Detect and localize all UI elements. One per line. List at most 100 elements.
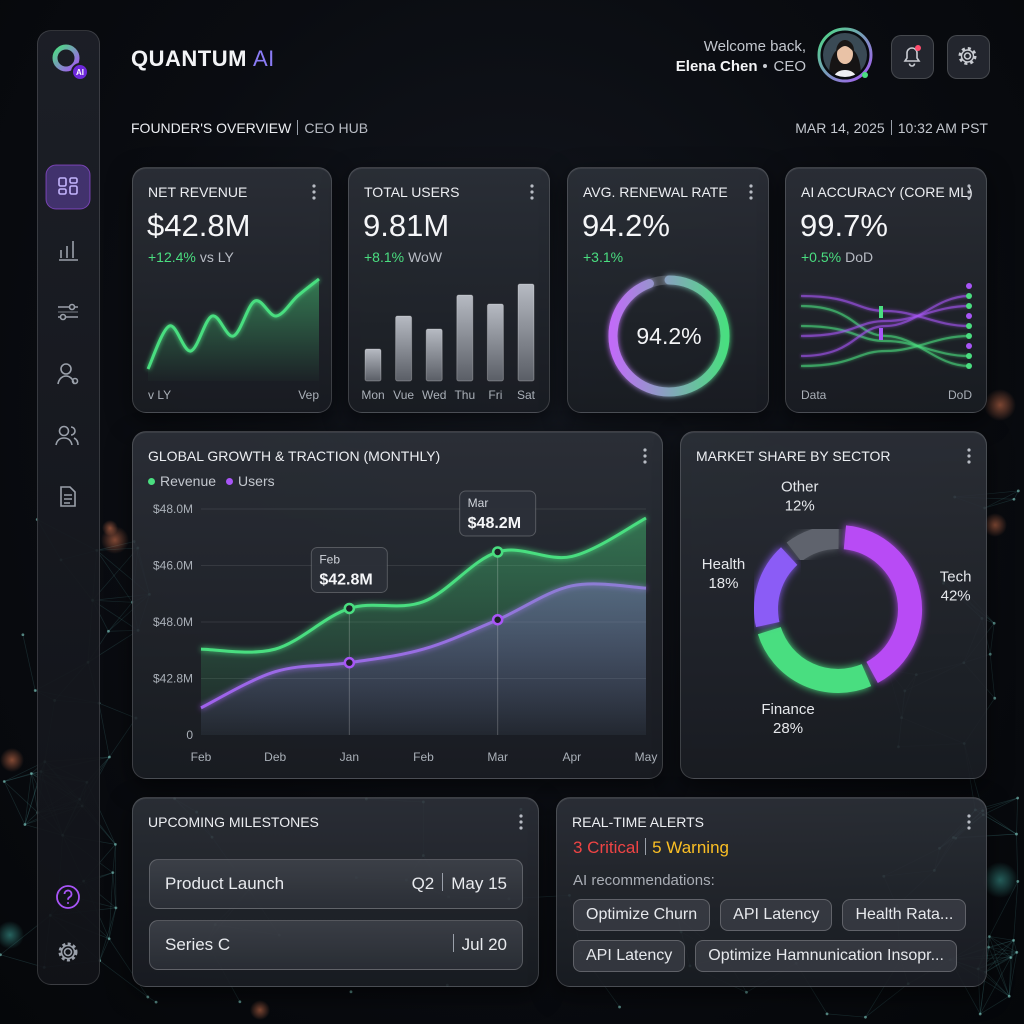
nav-gear[interactable] <box>58 942 78 962</box>
separator <box>890 120 892 135</box>
notifications-button[interactable] <box>891 35 934 79</box>
menu-dot <box>519 826 523 830</box>
network-node <box>33 689 37 692</box>
menu-button[interactable] <box>640 447 650 465</box>
menu-dot <box>530 184 534 188</box>
menu-button[interactable] <box>964 813 974 831</box>
avatar[interactable] <box>815 25 877 87</box>
network-node <box>108 755 111 759</box>
menu-dot <box>967 820 971 824</box>
recommendation-chip[interactable]: Optimize Hamnunication Insopr... <box>695 940 957 972</box>
bokeh <box>984 389 1016 421</box>
network-node <box>978 1012 982 1016</box>
nav-dashboard[interactable] <box>45 164 91 210</box>
point-marker <box>343 602 356 615</box>
menu-dot <box>530 196 534 200</box>
network-node <box>0 953 2 957</box>
network-line <box>985 952 1017 973</box>
flow-line <box>800 304 970 368</box>
milestone-quarter: Q2 <box>411 874 435 893</box>
network-line <box>99 960 149 998</box>
nav-help[interactable] <box>56 885 80 909</box>
alerts-card: REAL-TIME ALERTS 3 Critical 5 Warning AI re… <box>556 797 987 987</box>
network-line <box>112 844 116 873</box>
network-node <box>745 990 748 994</box>
menu-button[interactable] <box>746 183 756 201</box>
milestone-row[interactable]: Product Launch Q2 May 15 <box>149 859 523 909</box>
network-line <box>3 781 26 825</box>
network-line <box>147 996 157 1003</box>
series-area <box>201 518 646 735</box>
flow-node <box>966 283 972 289</box>
network-line <box>1016 798 1019 835</box>
axis-label: Vep <box>298 388 319 402</box>
menu-dot <box>967 448 971 452</box>
overview-heading: FOUNDER'S OVERVIEW CEO HUB <box>131 120 368 136</box>
flow-line <box>800 304 970 338</box>
kpi-title: TOTAL USERS <box>364 184 460 200</box>
network-line <box>985 971 1010 997</box>
flow-node <box>966 333 972 339</box>
bar <box>486 303 504 382</box>
flow-node <box>966 343 972 349</box>
sparkline-area <box>148 279 319 381</box>
network-node <box>21 633 25 637</box>
tooltip-value: $42.8M <box>319 571 372 588</box>
nav-settings-sliders[interactable] <box>58 303 78 321</box>
menu-dot <box>967 814 971 818</box>
menu-button[interactable] <box>964 447 974 465</box>
network-node <box>2 780 6 783</box>
network-line <box>108 602 133 632</box>
network-line <box>989 936 1017 953</box>
menu-dot <box>643 454 647 458</box>
menu-button[interactable] <box>309 183 319 201</box>
nav-team[interactable] <box>55 425 79 446</box>
kpi-card: v LY Vep NET REVENUE $42.8M +12.4% vs LY <box>132 167 332 413</box>
recommendation-chip[interactable]: Optimize Churn <box>573 899 711 931</box>
network-line <box>112 872 117 908</box>
menu-dot <box>967 190 971 194</box>
menu-dot <box>643 448 647 452</box>
flow-line <box>800 294 970 358</box>
bar <box>517 283 535 382</box>
flow-node <box>966 303 972 309</box>
bar <box>425 328 443 382</box>
bokeh <box>983 513 1007 537</box>
x-tick-label: Mar <box>487 750 508 764</box>
network-node <box>238 1000 242 1004</box>
milestone-when: Jul 20 <box>445 921 507 969</box>
milestones-card: UPCOMING MILESTONES Product Launch Q2 May 1… <box>132 797 539 987</box>
greeting: Welcome back, <box>703 38 806 55</box>
menu-button[interactable] <box>527 183 537 201</box>
bokeh <box>250 1000 270 1020</box>
donut-segment <box>786 525 840 562</box>
nav-profile[interactable] <box>57 363 79 385</box>
settings-button[interactable] <box>947 35 990 79</box>
legend: Revenue Users <box>148 473 275 489</box>
milestone-row[interactable]: Series C Jul 20 <box>149 920 523 970</box>
alert-status: 3 Critical 5 Warning <box>573 838 729 858</box>
recommendation-chip[interactable]: API Latency <box>720 899 833 931</box>
nav-documents[interactable] <box>60 486 76 507</box>
network-node <box>107 629 110 633</box>
bokeh <box>102 520 118 536</box>
recommendation-chip[interactable]: API Latency <box>573 940 686 972</box>
network-node <box>111 871 115 875</box>
menu-dot <box>967 826 971 830</box>
flow-node <box>966 323 972 329</box>
network-node <box>993 696 997 700</box>
nav-analytics[interactable] <box>59 241 78 261</box>
menu-button[interactable] <box>516 813 526 831</box>
recommendation-chips: Optimize Churn API Latency Health Rata... A… <box>573 899 983 972</box>
ring-label: 94.2% <box>636 323 701 349</box>
x-tick-label: Vue <box>393 388 414 402</box>
kpi-card: Data DoD AI ACCURACY (CORE ML) 99.7% +0.5% Do… <box>785 167 987 413</box>
bar <box>456 294 474 382</box>
network-line <box>99 938 110 961</box>
logo-badge: AI <box>76 68 84 77</box>
menu-button[interactable] <box>964 183 974 201</box>
recommendation-chip[interactable]: Health Rata... <box>842 899 967 931</box>
network-node <box>988 652 992 656</box>
network-node <box>987 935 991 938</box>
network-node <box>987 945 991 949</box>
